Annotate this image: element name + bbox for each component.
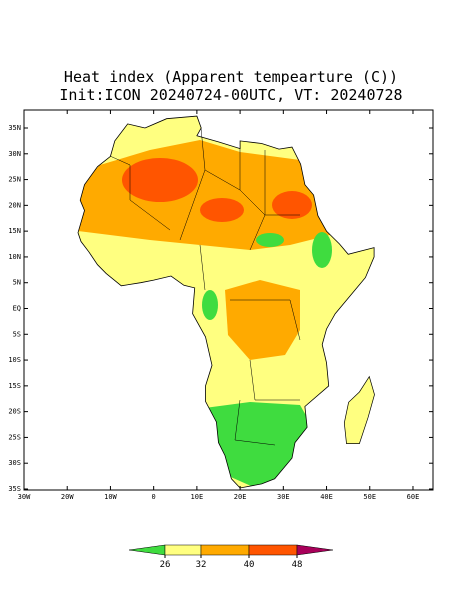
lon-label: 0 [152, 493, 156, 501]
lon-label: 30E [277, 493, 290, 501]
lat-label: 20N [8, 201, 21, 209]
field-red [200, 198, 244, 222]
lat-label: 5S [13, 330, 21, 338]
colorbar-segment [164, 544, 202, 556]
lat-label: 10S [8, 356, 21, 364]
field-red [272, 191, 312, 219]
colorbar: 26 32 40 48 [128, 544, 334, 570]
field-green [202, 290, 218, 320]
madagascar [343, 375, 375, 444]
colorbar-segment [200, 544, 250, 556]
field-red [122, 158, 198, 202]
lat-label: 15S [8, 382, 21, 390]
lon-label: 50E [363, 493, 376, 501]
lat-label: 20S [8, 408, 21, 416]
lat-label: 35N [8, 124, 21, 132]
colorbar-label: 32 [196, 560, 207, 570]
lon-label: 30W [18, 493, 31, 501]
borders [109, 127, 301, 446]
lat-label: 30S [8, 459, 21, 467]
colorbar-arrow-high [296, 544, 334, 556]
lat-label: 15N [8, 227, 21, 235]
colorbar-segment [248, 544, 298, 556]
lon-label: 40E [320, 493, 333, 501]
lat-label: 25N [8, 176, 21, 184]
lat-label: EQ [13, 304, 21, 312]
lat-label: 35S [8, 485, 21, 493]
lat-label: 30N [8, 150, 21, 158]
lat-label: 5N [13, 279, 21, 287]
colorbar-arrow-low [128, 544, 166, 556]
lon-label: 20E [234, 493, 247, 501]
title: Heat index (Apparent tempearture (C)) [64, 68, 398, 86]
field-green [256, 233, 284, 247]
subtitle: Init:ICON 20240724-00UTC, VT: 20240728 [59, 86, 402, 104]
lat-label: 25S [8, 433, 21, 441]
lon-label: 10E [191, 493, 204, 501]
lat-label: 10N [8, 253, 21, 261]
colorbar-label: 48 [292, 560, 303, 570]
lon-label: 60E [407, 493, 420, 501]
colorbar-label: 26 [160, 560, 171, 570]
lon-label: 20W [61, 493, 74, 501]
lon-label: 10W [104, 493, 117, 501]
colorbar-label: 40 [244, 560, 255, 570]
field-green [312, 232, 332, 268]
coastline [77, 115, 375, 489]
axes: 35N 30N 25N 20N 15N 10N 5N EQ 5S 10S 15S 20S 25S 30S 3… [8, 110, 433, 501]
